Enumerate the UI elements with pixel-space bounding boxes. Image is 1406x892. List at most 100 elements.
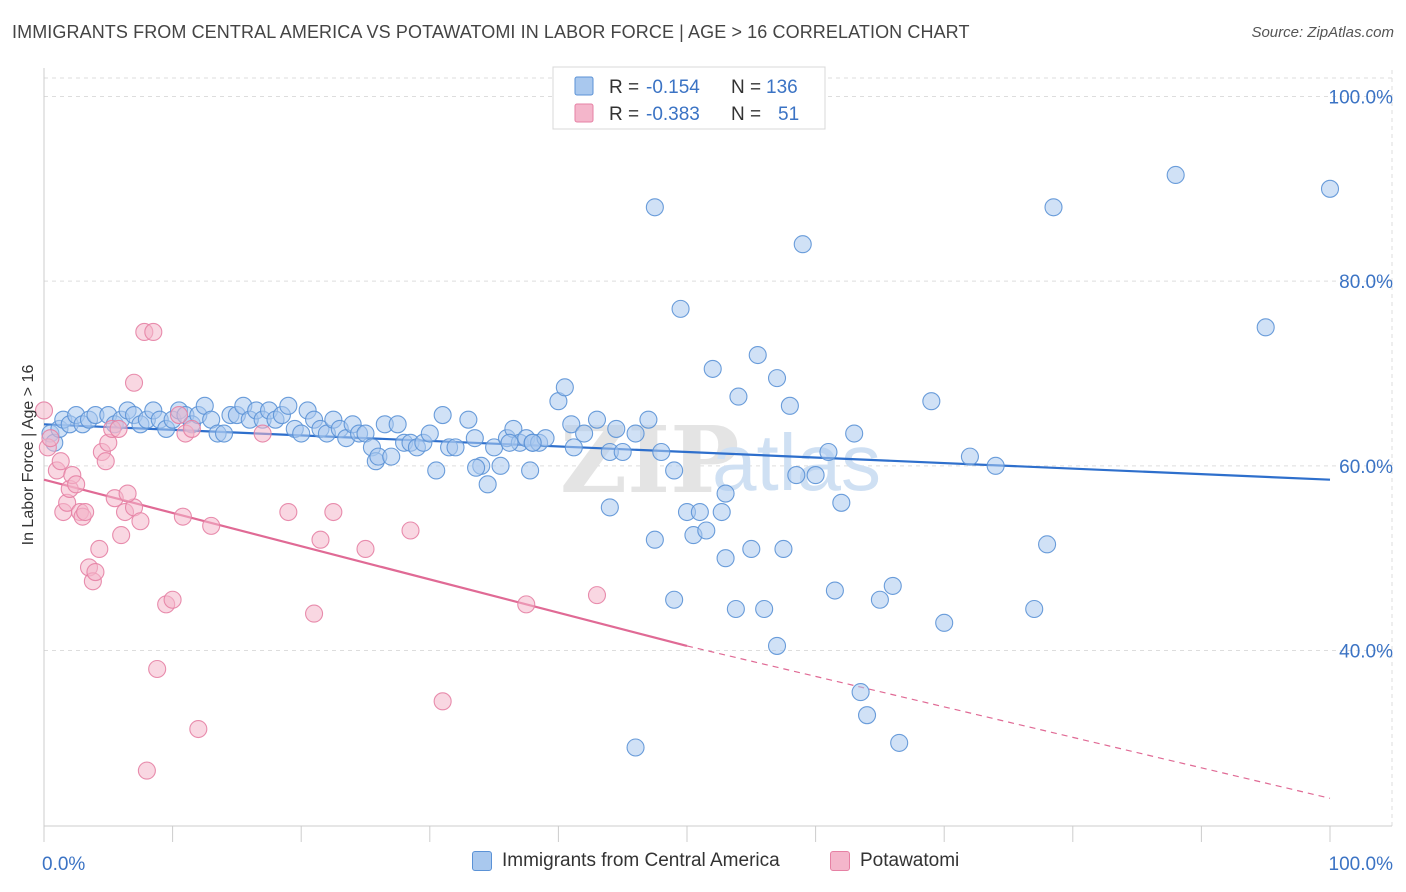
legend-swatch-potawatomi	[830, 851, 850, 871]
point-potawatomi	[401, 521, 420, 540]
point-potawatomi	[324, 502, 343, 522]
point-central-america	[427, 461, 446, 480]
point-central-america	[690, 502, 709, 522]
point-central-america	[703, 359, 722, 378]
point-potawatomi	[124, 373, 144, 392]
point-central-america	[716, 549, 735, 568]
point-central-america	[1025, 599, 1044, 619]
legend-label-potawatomi: Potawatomi	[860, 850, 960, 871]
point-central-america	[465, 429, 484, 448]
point-potawatomi	[189, 719, 208, 739]
point-central-america	[1256, 318, 1275, 337]
point-central-america	[292, 424, 311, 443]
point-central-america	[883, 576, 902, 595]
point-central-america	[626, 738, 645, 757]
series-legend: Immigrants from Central America Potawato…	[0, 850, 1406, 880]
legend-item-potawatomi: Potawatomi	[830, 850, 959, 872]
point-potawatomi	[182, 419, 201, 438]
x-tick-label: 100.0%	[1329, 854, 1394, 875]
point-potawatomi	[148, 659, 167, 679]
point-central-america	[774, 539, 793, 559]
point-potawatomi	[34, 401, 54, 420]
point-central-america	[1038, 535, 1057, 554]
chart-source: Source: ZipAtlas.com	[1251, 24, 1394, 41]
legend-r-label-2: R =	[609, 104, 639, 125]
point-potawatomi	[163, 590, 182, 609]
point-potawatomi	[51, 452, 70, 471]
point-central-america	[420, 424, 439, 443]
trend-line-potawatomi	[43, 478, 688, 647]
point-central-america	[562, 415, 581, 434]
point-central-america	[716, 484, 735, 503]
point-central-america	[767, 369, 787, 388]
point-potawatomi	[76, 502, 95, 522]
legend-n-value-1: 136	[766, 77, 798, 98]
point-potawatomi	[41, 429, 60, 448]
point-central-america	[857, 706, 877, 725]
y-tick-label: 60.0%	[1339, 457, 1393, 478]
point-central-america	[780, 396, 799, 415]
data-points	[34, 165, 1340, 780]
point-central-america	[613, 442, 632, 462]
point-potawatomi	[137, 761, 156, 780]
point-potawatomi	[90, 539, 109, 559]
point-central-america	[755, 599, 774, 619]
point-central-america	[825, 581, 844, 600]
point-potawatomi	[173, 507, 192, 526]
point-central-america	[607, 419, 626, 438]
x-tick-label: 0.0%	[42, 854, 85, 875]
legend-n-value-2: 51	[778, 104, 799, 125]
point-central-america	[279, 396, 298, 415]
y-tick-label: 80.0%	[1339, 272, 1393, 293]
legend-swatch-central-america	[472, 851, 492, 871]
point-potawatomi	[305, 604, 324, 623]
point-central-america	[388, 415, 407, 434]
legend-swatch-pink	[574, 103, 594, 123]
y-tick-label: 100.0%	[1329, 87, 1394, 108]
legend-label-central-america: Immigrants from Central America	[502, 850, 780, 871]
point-potawatomi	[67, 475, 86, 494]
point-potawatomi	[356, 539, 375, 559]
point-central-america	[729, 387, 748, 406]
point-potawatomi	[169, 406, 189, 425]
point-central-america	[500, 433, 519, 452]
point-central-america	[890, 733, 909, 752]
point-central-america	[478, 475, 497, 494]
point-potawatomi	[587, 586, 607, 605]
point-central-america	[467, 458, 486, 477]
point-central-america	[459, 410, 478, 429]
point-potawatomi	[96, 452, 115, 471]
point-potawatomi	[517, 595, 536, 614]
chart-title: IMMIGRANTS FROM CENTRAL AMERICA VS POTAW…	[12, 22, 970, 42]
point-central-america	[697, 521, 716, 540]
point-potawatomi	[118, 484, 137, 503]
point-central-america	[671, 299, 690, 318]
point-central-america	[555, 378, 574, 397]
axis-labels: 100.0% 80.0% 60.0% 40.0% 0.0% 100.0%	[42, 87, 1393, 875]
point-central-america	[819, 442, 838, 462]
point-central-america	[645, 198, 664, 217]
point-central-america	[382, 447, 401, 466]
point-central-america	[1044, 198, 1063, 217]
point-central-america	[960, 447, 979, 466]
point-central-america	[742, 539, 761, 559]
point-central-america	[1166, 165, 1185, 185]
point-central-america	[564, 438, 583, 457]
point-potawatomi	[433, 692, 452, 711]
point-central-america	[665, 461, 684, 480]
point-central-america	[935, 613, 954, 632]
point-central-america	[665, 590, 684, 609]
point-potawatomi	[144, 322, 163, 342]
point-potawatomi	[112, 526, 131, 545]
point-central-america	[645, 530, 664, 549]
point-central-america	[521, 461, 540, 480]
point-potawatomi	[279, 502, 298, 522]
point-central-america	[214, 424, 234, 443]
point-central-america	[748, 345, 767, 365]
point-central-america	[806, 466, 825, 485]
point-central-america	[870, 590, 889, 609]
legend-n-label-1: N =	[731, 77, 761, 98]
trend-line-potawatomi-extension	[686, 645, 1331, 799]
point-central-america	[922, 392, 941, 411]
